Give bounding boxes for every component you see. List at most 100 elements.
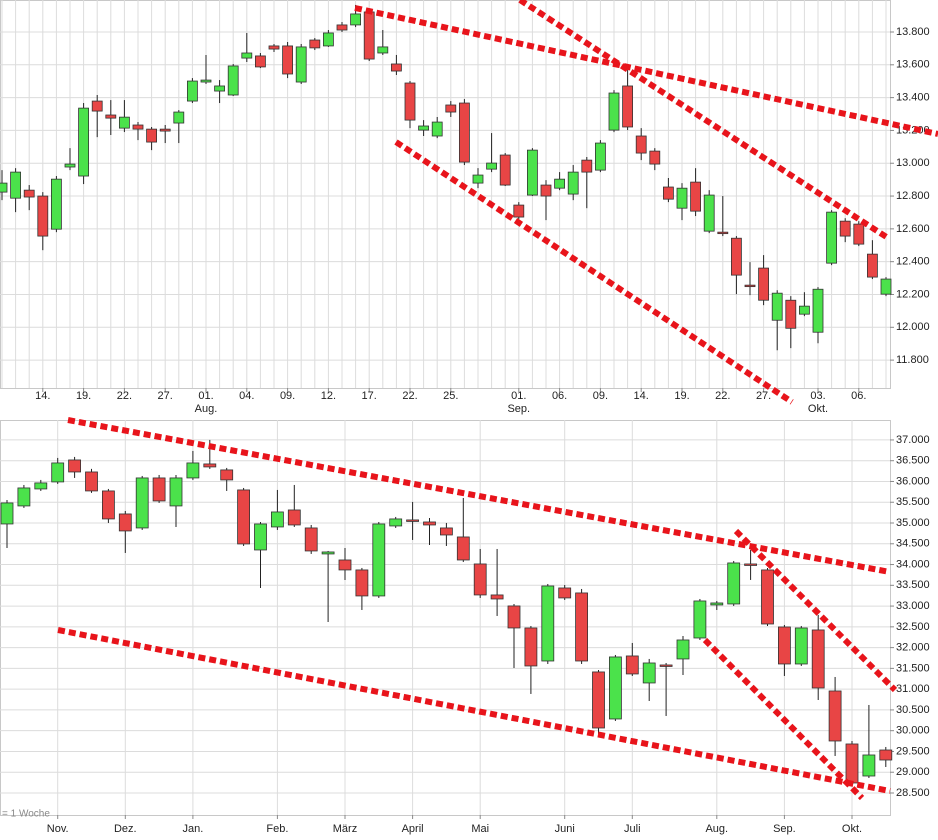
x-tick-label: 19. [76, 390, 91, 402]
candle-body [372, 523, 386, 597]
y-tick-label: 12.600 [896, 223, 930, 235]
candle-body [853, 223, 865, 245]
candle-body [338, 559, 352, 571]
candle-body [575, 592, 588, 662]
y-tick-label: 29.500 [896, 745, 930, 757]
candle-body [377, 46, 389, 54]
candle-body [322, 32, 334, 47]
y-tick-label: 29.000 [896, 766, 930, 778]
candle-body [649, 150, 661, 165]
candle-body [85, 471, 98, 492]
candle-body [431, 121, 443, 137]
x-tick-label: 27. [158, 390, 173, 402]
candle-body [862, 754, 876, 777]
trend-line [733, 528, 898, 693]
candle-body [241, 52, 253, 59]
candle-body [336, 24, 348, 31]
candle-body [581, 159, 593, 173]
x-tick-label: 09. [593, 390, 608, 402]
candle-body [268, 45, 280, 50]
candle-body [287, 509, 301, 526]
y-tick-label: 12.200 [896, 288, 930, 300]
candle-body [845, 743, 859, 784]
candle-body [625, 655, 639, 675]
candle-body [499, 154, 511, 186]
candle-body [214, 85, 226, 92]
x-month-label: Okt. [808, 403, 828, 415]
candle-body [321, 551, 335, 555]
candle-body [152, 477, 166, 502]
x-tick-label: Jan. [183, 823, 204, 835]
x-tick-label: 22. [715, 390, 730, 402]
candle-body [472, 174, 484, 184]
trend-lines [57, 0, 938, 801]
candle-body [622, 85, 633, 128]
candle-body [608, 92, 620, 131]
candle-body [10, 171, 22, 199]
y-tick-label: 12.400 [896, 256, 930, 268]
candle-body [350, 13, 362, 26]
candle-body [404, 82, 416, 121]
candle-body [105, 114, 117, 119]
candle-body [295, 46, 307, 83]
candle-body [659, 664, 673, 667]
x-tick-label: 01. [511, 390, 526, 402]
x-tick-label: Sep. [773, 823, 796, 835]
candle-body [642, 662, 656, 684]
candle-body [693, 600, 707, 639]
x-tick-label: Okt. [842, 823, 862, 835]
y-tick-label: 35.500 [896, 496, 930, 508]
plot-frame [0, 0, 891, 389]
x-tick-label: 12. [321, 390, 336, 402]
x-tick-label: 25. [443, 390, 458, 402]
candle-body [254, 523, 267, 551]
candle-body [119, 116, 130, 129]
x-tick-label: 06. [552, 390, 567, 402]
candle-body [524, 627, 538, 667]
candle-body [794, 627, 808, 665]
interval-note: = 1 Woche [2, 809, 50, 820]
candle-body [17, 487, 31, 507]
candle-body [220, 469, 234, 481]
y-tick-label: 32.500 [896, 621, 930, 633]
candle-body [406, 519, 420, 522]
candle-body [445, 104, 457, 113]
candle-body [761, 569, 774, 625]
y-tick-label: 11.800 [896, 354, 929, 366]
candle-body [439, 527, 453, 536]
candle-body [507, 605, 521, 629]
candle-body [64, 163, 76, 168]
trend-line [57, 627, 891, 794]
candle-body [282, 45, 294, 75]
candle-body [513, 204, 525, 218]
candle-body [203, 463, 217, 468]
x-tick-label: 19. [674, 390, 689, 402]
candle-body [363, 11, 375, 60]
y-tick-label: 32.000 [896, 642, 930, 654]
y-tick-label: 13.200 [896, 124, 930, 136]
candle-body [51, 462, 65, 483]
x-tick-label: April [402, 823, 424, 835]
candle-body [473, 563, 487, 596]
candle-body [609, 656, 622, 720]
candle-body [51, 178, 62, 230]
candle-body [758, 267, 769, 301]
y-tick-label: 13.600 [896, 59, 930, 71]
y-tick-label: 31.500 [896, 662, 930, 674]
x-tick-label: Dez. [114, 823, 137, 835]
candle-body [102, 490, 115, 520]
candle-body [237, 489, 251, 545]
x-tick-label: 17. [362, 390, 377, 402]
candle-body [799, 305, 810, 315]
candle-body [710, 602, 724, 606]
candle-body [68, 459, 81, 473]
candle-body [690, 181, 701, 212]
candle-body [663, 186, 674, 200]
candle-body [23, 189, 35, 198]
trend-line [518, 0, 890, 241]
x-tick-label: Feb. [266, 823, 288, 835]
x-tick-label: 03. [810, 390, 825, 402]
candle-body [200, 79, 212, 83]
x-tick-label: 22. [117, 390, 132, 402]
